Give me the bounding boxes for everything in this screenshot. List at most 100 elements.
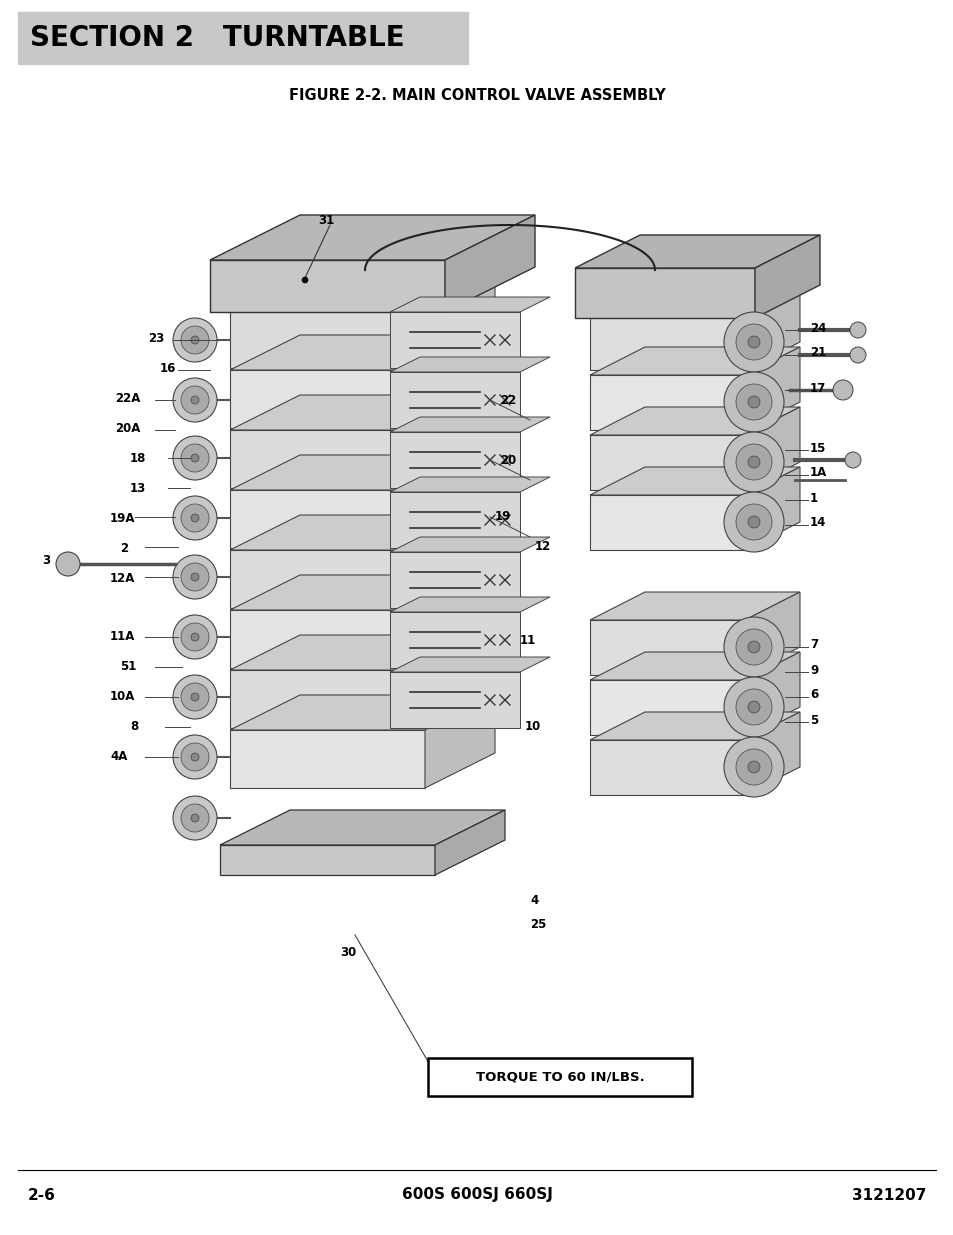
Circle shape <box>56 552 80 576</box>
Polygon shape <box>230 335 495 370</box>
Polygon shape <box>589 740 744 795</box>
Polygon shape <box>230 310 424 368</box>
Circle shape <box>723 677 783 737</box>
Polygon shape <box>424 576 495 668</box>
Polygon shape <box>230 695 495 730</box>
Polygon shape <box>220 810 504 845</box>
Polygon shape <box>390 296 550 312</box>
Polygon shape <box>230 550 424 608</box>
FancyBboxPatch shape <box>428 1058 691 1095</box>
Circle shape <box>735 689 771 725</box>
Polygon shape <box>744 347 800 430</box>
Circle shape <box>723 372 783 432</box>
Polygon shape <box>424 515 495 608</box>
Text: 51: 51 <box>120 661 136 673</box>
Polygon shape <box>230 635 495 671</box>
Polygon shape <box>424 395 495 488</box>
Polygon shape <box>744 592 800 676</box>
Polygon shape <box>390 492 519 548</box>
Text: 20: 20 <box>499 453 516 467</box>
Circle shape <box>181 622 209 651</box>
Polygon shape <box>390 372 519 429</box>
Polygon shape <box>210 261 444 312</box>
Circle shape <box>181 445 209 472</box>
Text: 10A: 10A <box>110 690 135 704</box>
Text: FIGURE 2-2. MAIN CONTROL VALVE ASSEMBLY: FIGURE 2-2. MAIN CONTROL VALVE ASSEMBLY <box>289 89 664 104</box>
Circle shape <box>181 504 209 532</box>
Polygon shape <box>230 370 424 429</box>
Circle shape <box>844 452 861 468</box>
Circle shape <box>747 396 760 408</box>
Circle shape <box>172 378 216 422</box>
Circle shape <box>172 615 216 659</box>
Polygon shape <box>230 430 424 488</box>
Polygon shape <box>390 552 519 608</box>
Circle shape <box>191 693 199 701</box>
Text: 19A: 19A <box>110 511 135 525</box>
Polygon shape <box>390 312 519 368</box>
Polygon shape <box>575 268 754 317</box>
Circle shape <box>747 761 760 773</box>
Text: 11: 11 <box>519 634 536 646</box>
Polygon shape <box>744 408 800 490</box>
Circle shape <box>747 456 760 468</box>
Polygon shape <box>210 215 535 261</box>
Polygon shape <box>589 652 800 680</box>
Polygon shape <box>744 652 800 735</box>
Circle shape <box>735 504 771 540</box>
Polygon shape <box>390 657 550 672</box>
Polygon shape <box>589 408 800 435</box>
Polygon shape <box>390 613 519 668</box>
Text: 17: 17 <box>809 382 825 394</box>
Circle shape <box>191 396 199 404</box>
Text: 23: 23 <box>148 331 164 345</box>
Circle shape <box>191 753 199 761</box>
Circle shape <box>735 629 771 664</box>
Circle shape <box>747 641 760 653</box>
Polygon shape <box>744 713 800 795</box>
Polygon shape <box>754 235 820 317</box>
Text: 2: 2 <box>120 541 128 555</box>
Polygon shape <box>230 395 495 430</box>
Polygon shape <box>589 287 800 315</box>
Polygon shape <box>424 335 495 429</box>
Polygon shape <box>424 275 495 368</box>
Polygon shape <box>575 235 820 268</box>
Text: 12: 12 <box>535 541 551 553</box>
Circle shape <box>191 514 199 522</box>
Polygon shape <box>589 467 800 495</box>
Polygon shape <box>390 672 519 727</box>
Polygon shape <box>589 620 744 676</box>
Polygon shape <box>744 287 800 370</box>
Polygon shape <box>390 597 550 613</box>
Circle shape <box>735 445 771 480</box>
Polygon shape <box>390 417 550 432</box>
Polygon shape <box>230 490 424 548</box>
Text: 10: 10 <box>524 720 540 734</box>
Polygon shape <box>589 435 744 490</box>
Circle shape <box>723 432 783 492</box>
Polygon shape <box>230 730 424 788</box>
Circle shape <box>181 563 209 592</box>
Polygon shape <box>589 375 744 430</box>
Polygon shape <box>230 515 495 550</box>
Text: 12A: 12A <box>110 572 135 584</box>
Text: 1: 1 <box>809 492 818 505</box>
Circle shape <box>172 436 216 480</box>
Circle shape <box>181 387 209 414</box>
Circle shape <box>849 322 865 338</box>
Polygon shape <box>589 713 800 740</box>
Circle shape <box>832 380 852 400</box>
Text: 20A: 20A <box>115 421 140 435</box>
Polygon shape <box>589 592 800 620</box>
Text: 4: 4 <box>530 893 537 906</box>
Circle shape <box>191 454 199 462</box>
Circle shape <box>723 312 783 372</box>
Circle shape <box>723 618 783 677</box>
Text: 31: 31 <box>317 214 334 226</box>
Circle shape <box>747 516 760 529</box>
Polygon shape <box>424 635 495 727</box>
Circle shape <box>747 336 760 348</box>
Text: 600S 600SJ 660SJ: 600S 600SJ 660SJ <box>401 1188 552 1203</box>
Polygon shape <box>390 432 519 488</box>
